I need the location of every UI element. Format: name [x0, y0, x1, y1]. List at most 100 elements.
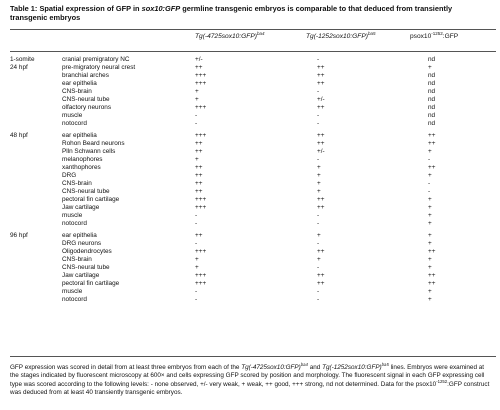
expression-cell-b: -: [317, 296, 320, 304]
stage-cell: 24 hpf: [10, 64, 28, 72]
expression-cell-b: +: [317, 188, 321, 196]
expression-cell-b: +: [317, 231, 321, 239]
expression-cell-b: ++: [317, 247, 325, 255]
table-row: DRG neurons - - +: [10, 240, 496, 248]
tissue-cell: cranial premigratory NC: [62, 56, 130, 63]
expression-cell-c: +: [428, 255, 432, 263]
expression-cell-a: +++: [195, 280, 207, 288]
expression-cell-c: +: [428, 64, 432, 72]
expression-cell-b: ++: [317, 72, 325, 80]
expression-cell-a: ++: [195, 64, 203, 72]
expression-cell-c: +: [428, 196, 432, 204]
table-row: muscle - - +: [10, 288, 496, 296]
expression-cell-c: +: [428, 147, 432, 155]
tissue-cell: CNS-neural tube: [62, 96, 110, 104]
expression-cell-a: ++: [195, 164, 203, 171]
table-row: CNS-neural tube + - +: [10, 264, 496, 272]
table-row: Plln Schwann cells ++ +/- +: [10, 148, 496, 156]
expression-cell-c: nd: [428, 80, 436, 88]
expression-cell-c: +: [428, 296, 432, 304]
column-header-c: psox10-1252:GFP: [410, 30, 459, 40]
expression-cell-b: ++: [317, 280, 325, 288]
expression-cell-c: ++: [428, 247, 436, 255]
tissue-cell: notocord: [62, 220, 87, 228]
expression-cell-a: -: [195, 296, 198, 304]
column-header-a: Tg(-4725sox10:GFP)ba4: [195, 30, 265, 40]
expression-cell-a: ++: [195, 180, 203, 188]
expression-cell-a: +: [195, 96, 199, 104]
table-caption: Table 1: Spatial expression of GFP in so…: [10, 4, 490, 22]
expression-cell-c: nd: [428, 96, 436, 104]
expression-cell-a: +++: [195, 80, 207, 88]
tissue-cell: branchial arches: [62, 72, 109, 80]
tissue-cell: muscle: [62, 112, 83, 120]
tissue-cell: ear epithelia: [62, 131, 97, 139]
tissue-cell: xanthophores: [62, 164, 101, 171]
table-row: muscle - - +: [10, 212, 496, 220]
table-row: DRG ++ + +: [10, 172, 496, 180]
tissue-cell: CNS-neural tube: [62, 188, 110, 196]
expression-cell-b: ++: [317, 139, 325, 147]
caption-text-1: Spatial expression of GFP in: [39, 4, 140, 13]
table-row: Jaw cartilage +++ ++ ++: [10, 272, 496, 280]
tissue-cell: pectoral fin cartilage: [62, 196, 120, 204]
tissue-cell: DRG neurons: [62, 239, 102, 247]
expression-cell-a: +++: [195, 247, 207, 255]
expression-cell-b: +: [317, 164, 321, 171]
table-row: 1-somite cranial premigratory NC +/- - nd: [10, 56, 496, 64]
expression-cell-a: ++: [195, 188, 203, 196]
table-bottom-rule: [10, 356, 496, 357]
table-row: Oligodendrocytes +++ ++ ++: [10, 248, 496, 256]
expression-cell-a: +: [195, 88, 199, 96]
tissue-cell: Plln Schwann cells: [62, 147, 116, 155]
expression-cell-b: +/-: [317, 96, 325, 104]
tissue-cell: ear epithelia: [62, 231, 97, 239]
table-row: olfactory neurons +++ ++ nd: [10, 104, 496, 112]
expression-cell-c: ++: [428, 164, 436, 171]
expression-cell-c: -: [428, 155, 431, 163]
expression-cell-c: +: [428, 204, 432, 212]
table-row: pectoral fin cartilage +++ ++ +: [10, 196, 496, 204]
table-row: CNS-brain + - nd: [10, 88, 496, 96]
tissue-cell: CNS-neural tube: [62, 263, 110, 271]
expression-cell-a: ++: [195, 147, 203, 155]
expression-cell-a: ++: [195, 172, 203, 180]
stage-cell: 48 hpf: [10, 131, 28, 139]
tissue-cell: Jaw cartilage: [62, 204, 100, 212]
expression-cell-a: ++: [195, 139, 203, 147]
expression-cell-c: nd: [428, 88, 436, 96]
expression-cell-c: ++: [428, 139, 436, 147]
tissue-cell: DRG: [62, 172, 77, 180]
expression-cell-b: +: [317, 180, 321, 188]
expression-cell-c: ++: [428, 280, 436, 288]
tissue-cell: pre-migratory neural crest: [62, 64, 136, 72]
expression-cell-b: -: [317, 212, 320, 220]
table-row: pectoral fin cartilage +++ ++ ++: [10, 280, 496, 288]
expression-cell-c: nd: [428, 56, 436, 63]
expression-cell-a: -: [195, 112, 198, 120]
expression-cell-a: -: [195, 239, 198, 247]
tissue-cell: CNS-brain: [62, 255, 92, 263]
expression-cell-a: +++: [195, 72, 207, 80]
expression-cell-c: -: [428, 188, 431, 196]
table-row: branchial arches +++ ++ nd: [10, 72, 496, 80]
expression-cell-c: nd: [428, 104, 436, 112]
table-header-rule: [10, 51, 496, 52]
expression-cell-b: -: [317, 263, 320, 271]
stage-cell: 1-somite: [10, 56, 35, 63]
expression-cell-c: +: [428, 231, 432, 239]
table-row: xanthophores ++ + ++: [10, 164, 496, 172]
expression-cell-a: -: [195, 212, 198, 220]
expression-cell-a: +++: [195, 204, 207, 212]
caption-text-2: germline transgenic embryos is comparabl…: [10, 4, 453, 22]
expression-cell-b: -: [317, 56, 320, 63]
expression-cell-c: +: [428, 172, 432, 180]
tissue-cell: notocord: [62, 120, 87, 128]
expression-cell-b: ++: [317, 272, 325, 279]
expression-cell-c: +: [428, 212, 432, 220]
expression-cell-c: +: [428, 263, 432, 271]
tissue-cell: notocord: [62, 296, 87, 304]
tissue-cell: muscle: [62, 288, 83, 296]
expression-cell-a: +: [195, 263, 199, 271]
expression-cell-c: nd: [428, 112, 436, 120]
